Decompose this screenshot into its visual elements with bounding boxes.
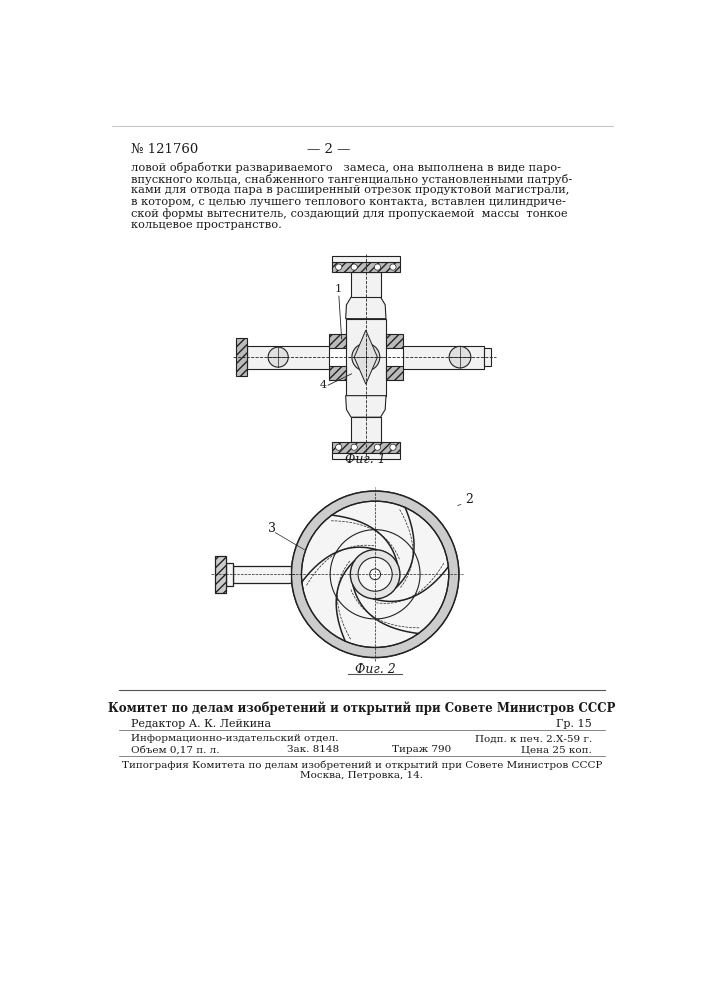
Circle shape [370,569,380,580]
Bar [386,334,403,348]
Bar [329,366,346,380]
Text: ловой обработки развариваемого   замеса, она выполнена в виде паро-: ловой обработки развариваемого замеса, о… [131,162,561,173]
Bar [351,272,380,297]
Bar [233,566,291,583]
Bar [332,442,400,453]
Text: в котором, с целью лучшего теплового контакта, вставлен цилиндриче-: в котором, с целью лучшего теплового кон… [131,197,566,207]
Text: Москва, Петровка, 14.: Москва, Петровка, 14. [300,771,423,780]
Circle shape [351,264,357,270]
Text: Зак. 8148: Зак. 8148 [287,745,339,754]
Text: Гр. 15: Гр. 15 [556,719,592,729]
Bar [247,346,329,369]
Text: ской формы вытеснитель, создающий для пропускаемой  массы  тонкое: ской формы вытеснитель, создающий для пр… [131,209,568,219]
Bar [215,556,226,593]
Circle shape [374,264,380,270]
Bar [329,334,346,348]
Bar [332,256,400,262]
Bar [346,319,386,396]
Text: Цена 25 коп.: Цена 25 коп. [521,745,592,754]
Text: кольцевое пространство.: кольцевое пространство. [131,220,282,230]
Text: Подп. к печ. 2.Х-59 г.: Подп. к печ. 2.Х-59 г. [475,734,592,743]
Circle shape [291,491,459,657]
Circle shape [449,346,471,368]
Bar [403,346,484,369]
Text: Типография Комитета по делам изобретений и открытий при Совете Министров СССР: Типография Комитета по делам изобретений… [122,761,602,770]
Circle shape [268,347,288,367]
Circle shape [351,550,400,599]
Text: Фиг. 1: Фиг. 1 [346,453,386,466]
Bar [332,262,400,272]
Polygon shape [354,330,378,384]
Circle shape [336,264,341,270]
Circle shape [390,264,396,270]
Text: ками для отвода пара в расширенный отрезок продуктовой магистрали,: ками для отвода пара в расширенный отрез… [131,185,569,195]
Text: Фиг. 2: Фиг. 2 [355,663,395,676]
Text: Комитет по делам изобретений и открытий при Совете Министров СССР: Комитет по делам изобретений и открытий … [108,701,616,715]
Circle shape [330,530,420,619]
Text: Тираж 790: Тираж 790 [392,745,451,754]
Bar [241,348,247,366]
Text: Объем 0,17 п. л.: Объем 0,17 п. л. [131,745,219,754]
Text: 1: 1 [335,284,342,294]
Bar [236,338,247,376]
Polygon shape [346,396,386,417]
Text: впускного кольца, снабженного тангенциально установленными патруб-: впускного кольца, снабженного тангенциал… [131,174,572,185]
Text: № 121760: № 121760 [131,143,198,156]
Text: — 2 —: — 2 — [307,143,350,156]
Circle shape [352,343,380,371]
Text: Редактор А. К. Лейкина: Редактор А. К. Лейкина [131,719,271,729]
Circle shape [358,557,392,591]
Bar [484,348,491,366]
Bar [226,563,233,586]
Text: 2: 2 [465,493,473,506]
Text: 4: 4 [320,380,327,390]
Circle shape [358,349,373,365]
Text: Информационно-издательский отдел.: Информационно-издательский отдел. [131,734,339,743]
Bar [332,453,400,459]
Circle shape [336,444,341,450]
Bar [386,366,403,380]
Text: 3: 3 [268,522,276,535]
Polygon shape [346,297,386,319]
Bar [351,417,380,442]
Circle shape [351,444,357,450]
Circle shape [390,444,396,450]
Circle shape [374,444,380,450]
